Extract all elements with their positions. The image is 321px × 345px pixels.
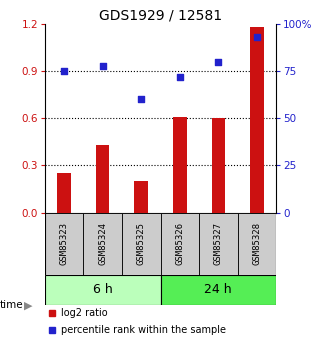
- Bar: [122, 213, 160, 275]
- Bar: [199, 213, 238, 275]
- Text: GSM85323: GSM85323: [60, 223, 69, 265]
- Text: log2 ratio: log2 ratio: [61, 308, 108, 318]
- Bar: [96, 145, 109, 213]
- Bar: [173, 117, 187, 213]
- Text: GSM85328: GSM85328: [252, 223, 261, 265]
- Text: GSM85325: GSM85325: [137, 223, 146, 265]
- Text: 24 h: 24 h: [204, 284, 232, 296]
- Bar: [160, 213, 199, 275]
- Bar: [212, 118, 225, 213]
- Bar: [45, 275, 160, 305]
- Point: [100, 63, 105, 68]
- Text: 6 h: 6 h: [93, 284, 113, 296]
- Bar: [238, 213, 276, 275]
- Text: GSM85324: GSM85324: [98, 223, 107, 265]
- Bar: [160, 275, 276, 305]
- Bar: [250, 27, 264, 213]
- Bar: [134, 181, 148, 213]
- Text: ▶: ▶: [24, 300, 32, 310]
- Text: percentile rank within the sample: percentile rank within the sample: [61, 325, 226, 335]
- Point: [139, 97, 144, 102]
- Point: [216, 59, 221, 65]
- Text: GSM85327: GSM85327: [214, 223, 223, 265]
- Title: GDS1929 / 12581: GDS1929 / 12581: [99, 9, 222, 23]
- Point: [177, 74, 182, 80]
- Text: time: time: [0, 300, 24, 310]
- Bar: [83, 213, 122, 275]
- Point: [254, 34, 259, 40]
- Text: GSM85326: GSM85326: [175, 223, 184, 265]
- Bar: [45, 213, 83, 275]
- Bar: [57, 173, 71, 213]
- Point: [62, 68, 67, 74]
